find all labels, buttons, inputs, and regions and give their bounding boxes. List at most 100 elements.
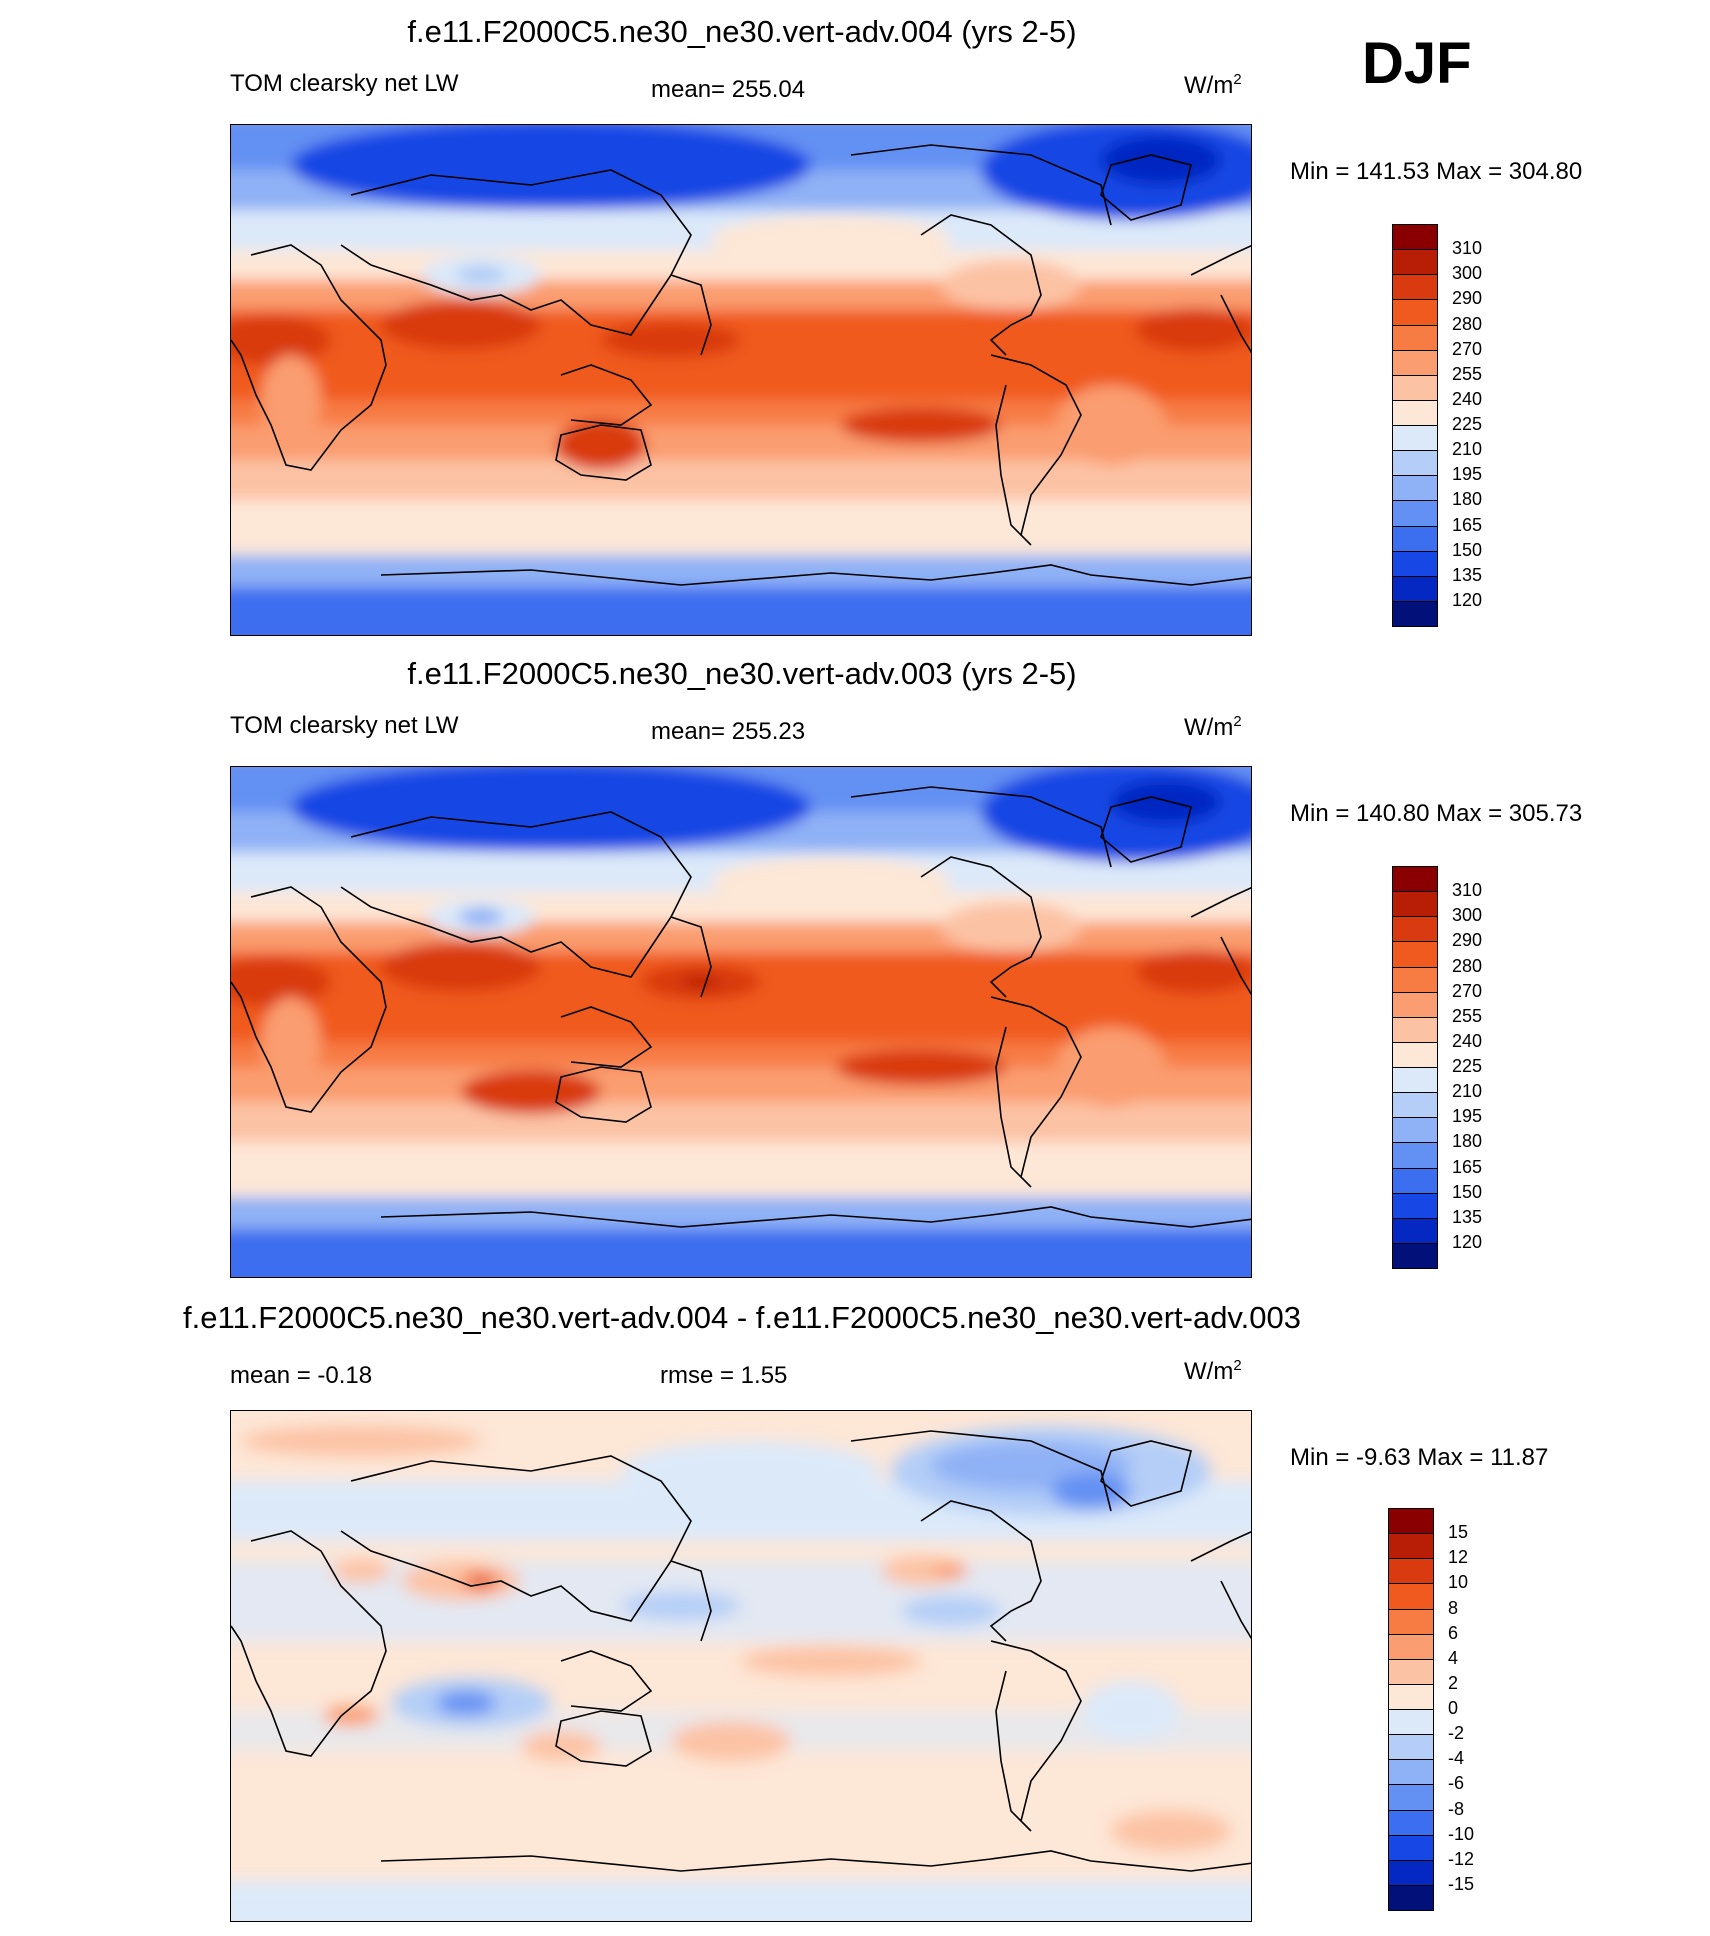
colorbar-swatch <box>1392 425 1438 452</box>
colorbar-swatch <box>1392 1016 1438 1043</box>
colorbar-swatch <box>1392 349 1438 376</box>
colorbar-swatch <box>1392 374 1438 401</box>
colorbar-tick-label: 120 <box>1452 589 1483 610</box>
colorbar-tick-label: 210 <box>1452 439 1483 460</box>
colorbar-tick-label: 225 <box>1452 1056 1483 1076</box>
colorbar-swatch <box>1388 1809 1434 1836</box>
panel-3-diff-plot <box>231 1411 1251 1921</box>
colorbar-swatch <box>1392 450 1438 477</box>
colorbar-tick-label: -12 <box>1448 1848 1475 1869</box>
panel-2-minmax: Min = 140.80 Max = 305.73 <box>1290 800 1583 827</box>
season-label: DJF <box>1362 31 1472 96</box>
panel-2-map <box>230 766 1252 1278</box>
colorbar-swatch <box>1392 1217 1438 1244</box>
colorbar-tick-label: 12 <box>1448 1547 1469 1568</box>
colorbar-tick-label: 270 <box>1452 338 1483 359</box>
panel-1-colorbar: 310 300 290 280 270 255 240 225 210 195 180 165 150 1… <box>1392 224 1542 627</box>
panel-1-minmax: Min = 141.53 Max = 304.80 <box>1290 158 1583 185</box>
colorbar-swatch <box>1392 1242 1438 1269</box>
colorbar-swatch <box>1392 1192 1438 1219</box>
colorbar-swatch <box>1392 1117 1438 1144</box>
colorbar-swatch <box>1392 274 1438 301</box>
colorbar-swatch <box>1388 1658 1434 1685</box>
colorbar-tick-label: 180 <box>1452 1131 1483 1152</box>
colorbar-swatch <box>1388 1709 1434 1736</box>
colorbar-swatch <box>1388 1683 1434 1710</box>
colorbar-tick-label: 195 <box>1452 1106 1483 1127</box>
colorbar-tick-label: 280 <box>1452 313 1483 334</box>
panel-2-contours <box>231 767 1251 1277</box>
colorbar-swatch <box>1392 600 1438 627</box>
colorbar-tick-label: 4 <box>1448 1647 1459 1668</box>
colorbar-tick-label: 310 <box>1452 880 1483 901</box>
colorbar-swatch <box>1392 1167 1438 1194</box>
colorbar-swatch <box>1392 299 1438 326</box>
colorbar-tick-label: 8 <box>1448 1597 1459 1618</box>
colorbar-tick-label: 0 <box>1448 1698 1459 1718</box>
colorbar-swatch <box>1392 525 1438 552</box>
colorbar-swatch <box>1388 1508 1434 1535</box>
colorbar-swatch <box>1392 500 1438 527</box>
colorbar-swatch <box>1392 324 1438 351</box>
colorbar-tick-label: 10 <box>1448 1572 1469 1593</box>
colorbar-tick-label: -6 <box>1448 1773 1465 1794</box>
colorbar-tick-label: -15 <box>1448 1873 1475 1894</box>
colorbar-tick-label: 255 <box>1452 1005 1483 1026</box>
panel-1-contours <box>231 125 1251 635</box>
colorbar-tick-label: 165 <box>1452 1156 1483 1177</box>
colorbar-swatch <box>1392 941 1438 968</box>
colorbar-swatch <box>1392 916 1438 943</box>
colorbar-swatch <box>1388 1759 1434 1786</box>
panel-2-title: f.e11.F2000C5.ne30_ne30.vert-adv.003 (yr… <box>407 656 1077 691</box>
panel-2-units: W/m2 <box>1184 714 1242 741</box>
colorbar-swatch <box>1388 1784 1434 1811</box>
colorbar-swatch <box>1388 1558 1434 1585</box>
colorbar-swatch <box>1392 224 1438 251</box>
colorbar-tick-label: 195 <box>1452 464 1483 485</box>
colorbar-tick-label: -2 <box>1448 1723 1465 1744</box>
colorbar-tick-label: 300 <box>1452 905 1483 926</box>
colorbar-tick-label: 290 <box>1452 930 1483 951</box>
panel-3-rmse-label: rmse = 1.55 <box>660 1362 788 1389</box>
colorbar-tick-label: 150 <box>1452 539 1483 560</box>
colorbar-tick-label: 270 <box>1452 980 1483 1001</box>
panel-2-variable-label: TOM clearsky net LW <box>230 712 459 739</box>
colorbar-swatch <box>1392 249 1438 276</box>
colorbar-tick-label: 310 <box>1452 238 1483 259</box>
colorbar-tick-label: 280 <box>1452 955 1483 976</box>
panel-3-minmax: Min = -9.63 Max = 11.87 <box>1290 1444 1549 1471</box>
colorbar-swatch <box>1392 991 1438 1018</box>
colorbar-swatch <box>1388 1884 1434 1911</box>
colorbar-tick-label: 135 <box>1452 564 1483 585</box>
panel-1-title: f.e11.F2000C5.ne30_ne30.vert-adv.004 (yr… <box>407 14 1077 49</box>
panel-1-units: W/m2 <box>1184 72 1242 99</box>
panel-2-colorbar: 310 300 290 280 270 255 240 225 210 195 180 165 150 1… <box>1392 866 1542 1269</box>
panel-3-contours <box>231 1426 1251 1921</box>
colorbar-tick-label: 255 <box>1452 363 1483 384</box>
colorbar-tick-label: -10 <box>1448 1823 1475 1844</box>
colorbar-swatch <box>1392 1067 1438 1094</box>
panel-3-mean-label: mean = -0.18 <box>230 1362 373 1389</box>
colorbar-swatch <box>1392 1092 1438 1119</box>
colorbar-swatch <box>1392 966 1438 993</box>
panel-1-field-plot <box>231 125 1251 635</box>
colorbar-tick-label: 290 <box>1452 288 1483 309</box>
colorbar-tick-label: 240 <box>1452 388 1483 409</box>
colorbar-swatch <box>1392 475 1438 502</box>
panel-3-coastlines <box>231 1430 1251 1872</box>
colorbar-tick-label: -4 <box>1448 1748 1465 1769</box>
panel-3-title: f.e11.F2000C5.ne30_ne30.vert-adv.004 - f… <box>183 1300 1301 1335</box>
panel-2-mean-label: mean= 255.23 <box>651 718 806 745</box>
colorbar-swatch <box>1388 1533 1434 1560</box>
colorbar-swatch <box>1388 1633 1434 1660</box>
colorbar-tick-label: 240 <box>1452 1030 1483 1051</box>
colorbar-swatch <box>1392 866 1438 893</box>
colorbar-swatch <box>1392 550 1438 577</box>
panel-1-variable-label: TOM clearsky net LW <box>230 70 459 97</box>
panel-3-map <box>230 1410 1252 1922</box>
colorbar-tick-label: 150 <box>1452 1181 1483 1202</box>
panel-3-units: W/m2 <box>1184 1358 1242 1385</box>
colorbar-swatch <box>1392 575 1438 602</box>
colorbar-tick-label: 2 <box>1448 1672 1459 1693</box>
colorbar-tick-label: 210 <box>1452 1081 1483 1102</box>
